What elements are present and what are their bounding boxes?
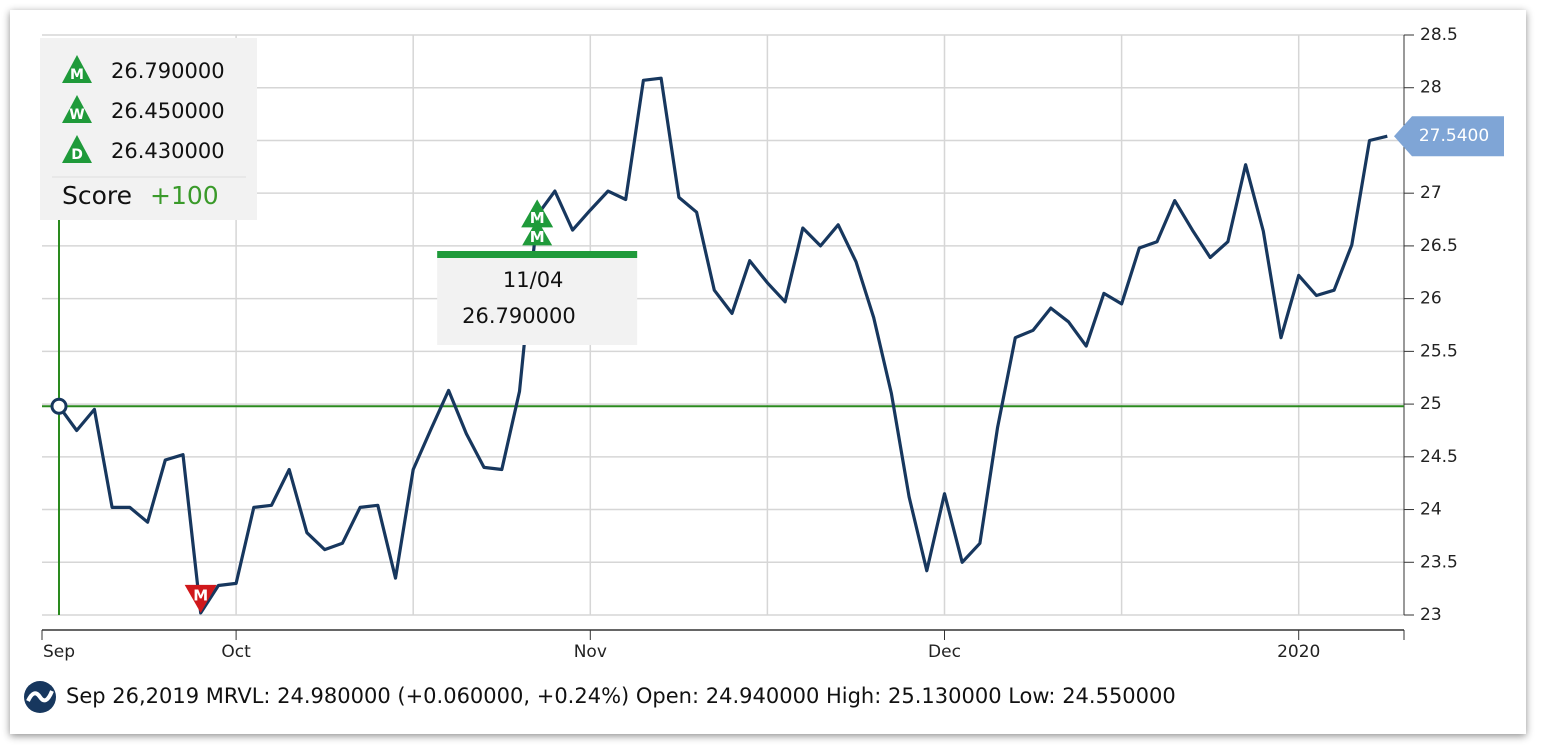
footer: Sep 26,2019 MRVL: 24.980000 (+0.060000, … (66, 684, 1176, 708)
y-tick-label: 27 (1420, 183, 1442, 203)
last-value-label: 27.5400 (1419, 126, 1489, 146)
tooltip-bar (437, 251, 638, 258)
plot: MM (42, 76, 1404, 615)
signal-value: 26.450000 (111, 99, 225, 123)
signal-icon-letter: W (69, 107, 84, 123)
score-label: Score (62, 181, 132, 210)
tooltip-date: 11/04 (503, 268, 564, 292)
score-value: +100 (150, 181, 219, 210)
y-tick-label: 28.5 (1420, 25, 1458, 45)
signal-marker-label: M (193, 586, 208, 604)
x-tick-label: Nov (574, 642, 607, 662)
y-tick-label: 24.5 (1420, 447, 1458, 467)
overlay: Score +100 Sep 26,2019 MRVL: 24.980000 (… (24, 38, 1504, 713)
y-tick-label: 26.5 (1420, 236, 1458, 256)
x-tick-label: Oct (221, 642, 251, 662)
y-tick-label: 25.5 (1420, 341, 1458, 361)
price-line (57, 76, 1388, 615)
y-tick-label: 23.5 (1420, 552, 1458, 572)
signal-marker (184, 584, 217, 613)
signal-icon-letter: D (71, 147, 83, 163)
last-value-tag (1394, 116, 1504, 157)
x-tick-label: 2020 (1277, 642, 1320, 662)
signal-marker-label: M (530, 209, 545, 227)
signal-marker (521, 199, 554, 228)
tooltip-value: 26.790000 (462, 304, 576, 328)
signal-icon-letter: M (70, 67, 84, 83)
y-tick-label: 23 (1420, 605, 1442, 625)
start-point (50, 397, 68, 415)
y-tick-label: 25 (1420, 394, 1442, 414)
x-tick-label: Sep (43, 642, 75, 662)
x-tick-label: Dec (928, 642, 961, 662)
signal-icon (62, 55, 92, 83)
signal-marker-label: M (530, 228, 545, 246)
signal-icon (62, 135, 92, 163)
signal-marker (522, 219, 553, 246)
signal-icon (62, 95, 92, 123)
signal-value: 26.430000 (111, 139, 225, 163)
y-tick-label: 24 (1420, 500, 1442, 520)
tooltip-box (437, 255, 638, 345)
y-tick-label: 26 (1420, 289, 1442, 309)
y-tick-label: 28 (1420, 78, 1442, 98)
signal-value: 26.790000 (111, 59, 225, 83)
logo-wave (26, 690, 54, 703)
